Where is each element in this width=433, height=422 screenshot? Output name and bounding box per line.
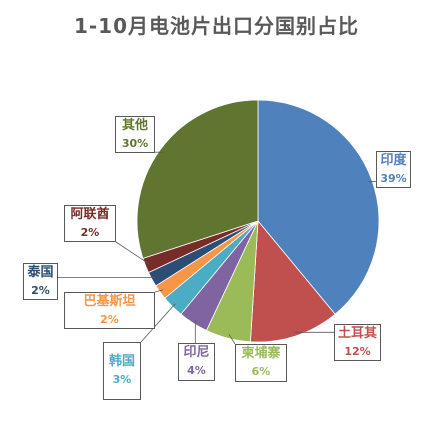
data-label: 阿联酋 2%	[64, 205, 116, 242]
data-label-name: 泰国	[27, 265, 54, 280]
data-label: 泰国 2%	[23, 263, 58, 300]
pie-slice	[136, 99, 259, 259]
data-label-percent: 12%	[344, 345, 371, 358]
data-label-percent: 2%	[100, 313, 119, 326]
data-label: 韩国 3%	[103, 342, 141, 400]
data-label-percent: 39%	[380, 172, 407, 185]
leader-line	[140, 303, 176, 343]
data-label-percent: 3%	[112, 373, 132, 386]
data-label-name: 巴基斯坦	[83, 294, 136, 309]
pie-slice	[249, 219, 336, 343]
data-label-name: 阿联酋	[70, 207, 110, 222]
leader-line	[154, 289, 164, 293]
data-label: 土耳其 12%	[334, 324, 381, 361]
data-label-percent: 2%	[80, 226, 100, 239]
data-label: 柬埔寨 6%	[235, 344, 287, 382]
data-label-name: 韩国	[108, 354, 135, 369]
data-label-name: 土耳其	[337, 326, 377, 341]
data-label: 其他 30%	[115, 116, 155, 153]
data-label: 巴基斯坦 2%	[64, 292, 155, 329]
leader-line	[228, 334, 236, 345]
data-label-name: 其他	[121, 118, 148, 133]
chart-title: 1-10月电池片出口分国别占比	[73, 14, 360, 38]
data-label-percent: 4%	[187, 364, 206, 377]
data-label-percent: 2%	[31, 284, 50, 297]
data-label-name: 柬埔寨	[241, 346, 281, 361]
data-label-name: 印尼	[183, 345, 210, 360]
data-label-percent: 6%	[251, 365, 271, 378]
pie-slice	[257, 99, 380, 315]
data-label-name: 印度	[380, 153, 407, 168]
data-label-percent: 30%	[121, 137, 149, 150]
leader-line	[115, 241, 150, 265]
data-label: 印尼 4%	[178, 343, 215, 381]
data-label: 印度 39%	[376, 151, 411, 188]
